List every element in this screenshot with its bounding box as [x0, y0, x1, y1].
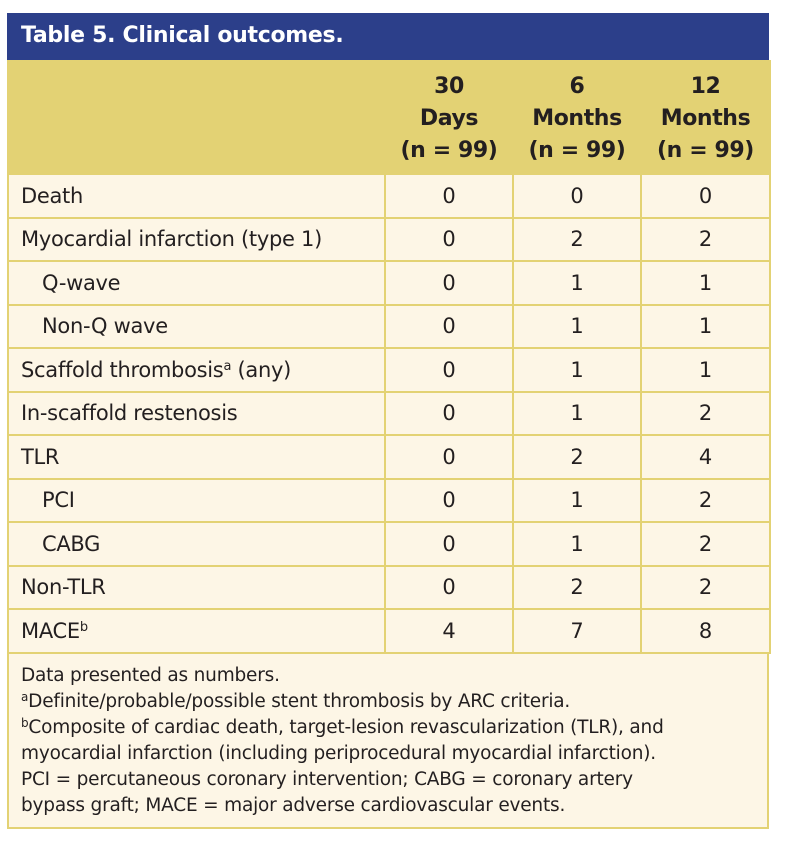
value-cell: 2 — [512, 434, 642, 480]
value-cell: 1 — [640, 260, 771, 306]
value-cell: 0 — [384, 347, 514, 393]
table-row: PCI 0 1 2 — [7, 477, 771, 523]
value-cell: 1 — [640, 347, 771, 393]
value-cell: 2 — [640, 390, 771, 436]
footnote-a: aDefinite/probable/possible stent thromb… — [21, 689, 571, 712]
table-row: Myocardial infarction (type 1) 0 2 2 — [7, 216, 771, 262]
footnote-b: bComposite of cardiac death, target-lesi… — [21, 715, 664, 738]
table-row: Non-Q wave 0 1 1 — [7, 303, 771, 349]
value-cell: 0 — [384, 564, 514, 610]
row-label: In-scaffold restenosis — [7, 390, 386, 436]
value-cell: 1 — [640, 303, 771, 349]
clinical-outcomes-table: Table 5. Clinical outcomes. 30 Days (n =… — [7, 13, 771, 829]
row-label: Scaffold thrombosisa (any) — [7, 347, 386, 393]
value-cell: 0 — [512, 173, 642, 219]
row-label: Non-Q wave — [7, 303, 386, 349]
value-cell: 2 — [512, 564, 642, 610]
footnote-data-note: Data presented as numbers. — [21, 664, 280, 686]
header-30-days: 30 Days (n = 99) — [384, 60, 514, 174]
table-body: Death 0 0 0 Myocardial infarction (type 1) 0 2… — [7, 173, 771, 654]
value-cell: 0 — [384, 390, 514, 436]
value-cell: 1 — [512, 260, 642, 306]
table-footnotes: Data presented as numbers. aDefinite/pro… — [7, 653, 769, 829]
table-row: TLR 0 2 4 — [7, 434, 771, 480]
table-row: Scaffold thrombosisa (any) 0 1 1 — [7, 347, 771, 393]
value-cell: 4 — [640, 434, 771, 480]
table-row: In-scaffold restenosis 0 1 2 — [7, 390, 771, 436]
value-cell: 4 — [384, 608, 514, 654]
table-row: Q-wave 0 1 1 — [7, 260, 771, 306]
value-cell: 0 — [384, 521, 514, 567]
header-row: 30 Days (n = 99) 6 Months (n = 99) 12 Mo… — [7, 60, 771, 174]
value-cell: 1 — [512, 347, 642, 393]
value-cell: 2 — [640, 477, 771, 523]
value-cell: 0 — [384, 434, 514, 480]
value-cell: 0 — [384, 477, 514, 523]
value-cell: 0 — [384, 303, 514, 349]
footnote-abbrev-2: bypass graft; MACE = major adverse cardi… — [21, 794, 566, 816]
value-cell: 0 — [384, 216, 514, 262]
outcomes-grid: 30 Days (n = 99) 6 Months (n = 99) 12 Mo… — [7, 60, 771, 654]
value-cell: 2 — [640, 521, 771, 567]
table-row: Non-TLR 0 2 2 — [7, 564, 771, 610]
table-title: Table 5. Clinical outcomes. — [7, 13, 769, 60]
row-label: Non-TLR — [7, 564, 386, 610]
value-cell: 0 — [384, 260, 514, 306]
value-cell: 1 — [512, 521, 642, 567]
value-cell: 1 — [512, 477, 642, 523]
row-label: PCI — [7, 477, 386, 523]
footnote-marker: a — [223, 358, 232, 374]
table-row: CABG 0 1 2 — [7, 521, 771, 567]
table-row: MACEb 4 7 8 — [7, 608, 771, 654]
row-label: Death — [7, 173, 386, 219]
footnote-marker: b — [79, 619, 88, 635]
table-row: Death 0 0 0 — [7, 173, 771, 219]
row-label: TLR — [7, 434, 386, 480]
header-6-months: 6 Months (n = 99) — [512, 60, 642, 174]
footnote-abbrev-1: PCI = percutaneous coronary intervention… — [21, 768, 633, 790]
value-cell: 8 — [640, 608, 771, 654]
row-label: Q-wave — [7, 260, 386, 306]
value-cell: 1 — [512, 303, 642, 349]
row-label: Myocardial infarction (type 1) — [7, 216, 386, 262]
value-cell: 1 — [512, 390, 642, 436]
value-cell: 2 — [640, 564, 771, 610]
footnote-b-cont: myocardial infarction (including peripro… — [21, 742, 656, 764]
value-cell: 0 — [384, 173, 514, 219]
value-cell: 2 — [640, 216, 771, 262]
header-12-months: 12 Months (n = 99) — [640, 60, 771, 174]
value-cell: 2 — [512, 216, 642, 262]
value-cell: 0 — [640, 173, 771, 219]
value-cell: 7 — [512, 608, 642, 654]
row-label: CABG — [7, 521, 386, 567]
row-label: MACEb — [7, 608, 386, 654]
header-outcome — [7, 60, 386, 174]
